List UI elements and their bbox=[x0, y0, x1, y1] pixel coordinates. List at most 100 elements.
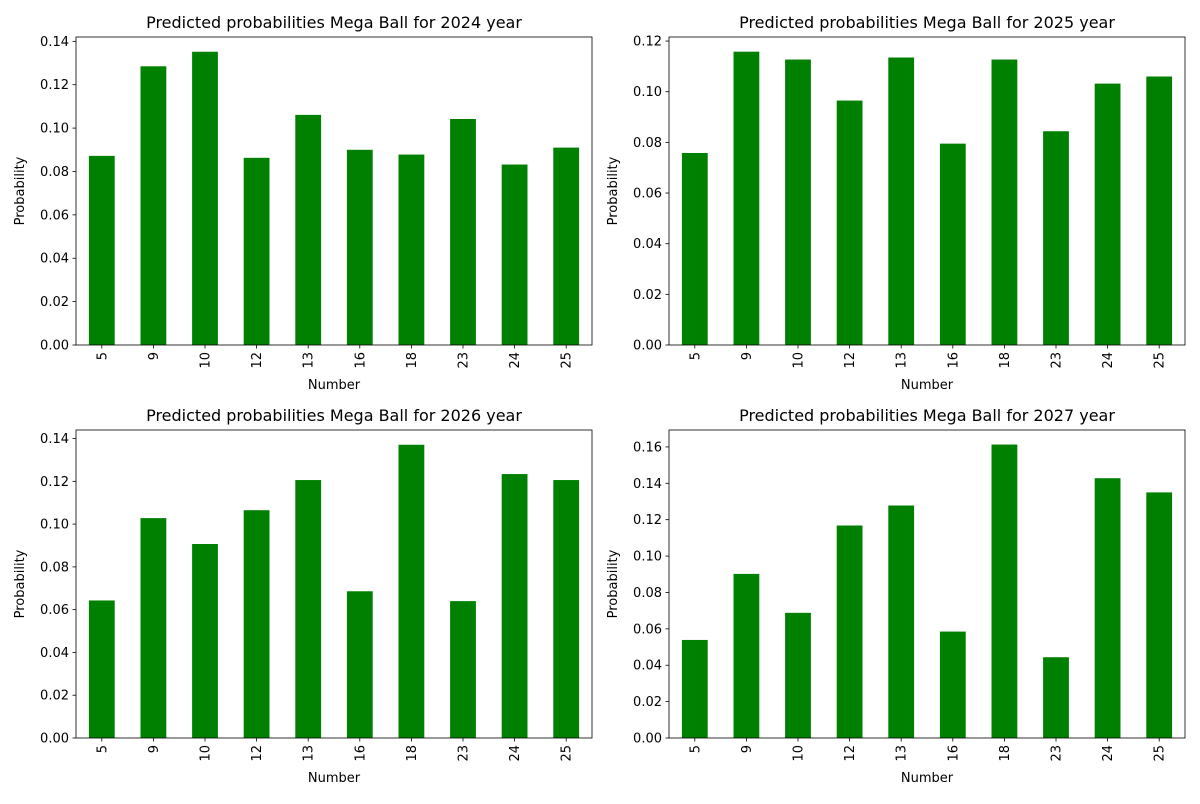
y-axis-label: Probability bbox=[606, 156, 621, 225]
x-axis-label: Number bbox=[308, 771, 361, 786]
y-tick-label: 0.14 bbox=[633, 477, 662, 492]
y-tick-label: 0.14 bbox=[40, 35, 69, 50]
bar bbox=[1094, 83, 1121, 346]
bar bbox=[450, 601, 476, 738]
x-tick-label: 24 bbox=[508, 745, 523, 762]
bar bbox=[785, 612, 811, 738]
x-tick-label: 5 bbox=[688, 352, 703, 360]
plot-frame bbox=[75, 429, 593, 739]
y-tick-label: 0.10 bbox=[633, 85, 662, 100]
bar bbox=[192, 544, 218, 738]
bar bbox=[991, 59, 1018, 346]
bar bbox=[243, 510, 270, 738]
y-tick-label: 0.10 bbox=[40, 122, 69, 137]
y-tick-label: 0.04 bbox=[633, 237, 662, 252]
chart-panel: 0.00 0.02 0.04 0.06 0.08 0.10 0.12 0.14 0.16 5 9 10… bbox=[606, 406, 1186, 786]
y-tick-label: 0.06 bbox=[633, 187, 662, 202]
x-axis-label: Number bbox=[901, 378, 954, 393]
x-tick-label: 10 bbox=[199, 352, 214, 369]
x-tick-label: 16 bbox=[946, 352, 961, 369]
y-tick-label: 0.00 bbox=[40, 732, 69, 747]
plot-frame bbox=[75, 36, 593, 346]
chart-title: Predicted probabilities Mega Ball for 20… bbox=[739, 13, 1115, 32]
bar bbox=[681, 639, 708, 738]
y-tick-label: 0.00 bbox=[633, 339, 662, 354]
x-tick-label: 23 bbox=[457, 745, 472, 762]
x-axis-label: Number bbox=[901, 771, 954, 786]
y-tick-label: 0.06 bbox=[40, 208, 69, 223]
x-tick-label: 13 bbox=[302, 745, 317, 762]
x-tick-label: 18 bbox=[405, 745, 420, 762]
x-tick-label: 25 bbox=[1153, 352, 1168, 369]
y-tick-label: 0.00 bbox=[633, 732, 662, 747]
bar bbox=[553, 147, 580, 345]
chart-title: Predicted probabilities Mega Ball for 20… bbox=[146, 406, 522, 425]
x-tick-label: 10 bbox=[199, 745, 214, 762]
x-tick-label: 18 bbox=[405, 352, 420, 369]
x-tick-label: 25 bbox=[560, 745, 575, 762]
y-tick-label: 0.14 bbox=[40, 432, 69, 447]
bar bbox=[836, 100, 863, 346]
x-tick-label: 24 bbox=[1101, 745, 1116, 762]
x-tick-label: 25 bbox=[560, 352, 575, 369]
x-tick-label: 12 bbox=[843, 745, 858, 762]
bar bbox=[501, 164, 528, 345]
bar bbox=[88, 600, 115, 738]
chart-panel: 0.00 0.02 0.04 0.06 0.08 0.10 0.12 5 9 10 12 13 16 18… bbox=[606, 13, 1186, 393]
x-tick-label: 9 bbox=[147, 745, 162, 753]
y-tick-label: 0.10 bbox=[40, 518, 69, 533]
x-tick-label: 18 bbox=[998, 352, 1013, 369]
y-tick-label: 0.12 bbox=[40, 78, 69, 93]
plot-frame bbox=[668, 36, 1186, 346]
bar bbox=[346, 149, 373, 345]
x-tick-label: 12 bbox=[250, 352, 265, 369]
y-tick-label: 0.04 bbox=[633, 659, 662, 674]
y-axis-label: Probability bbox=[13, 156, 28, 225]
y-tick-label: 0.02 bbox=[40, 689, 69, 704]
y-tick-label: 0.02 bbox=[40, 295, 69, 310]
chart-title: Predicted probabilities Mega Ball for 20… bbox=[739, 406, 1115, 425]
x-tick-label: 5 bbox=[95, 745, 110, 753]
y-tick-label: 0.10 bbox=[633, 550, 662, 565]
bar bbox=[398, 444, 425, 738]
x-tick-label: 5 bbox=[95, 352, 110, 360]
y-tick-label: 0.02 bbox=[633, 695, 662, 710]
x-tick-label: 24 bbox=[1101, 352, 1116, 369]
bar bbox=[991, 444, 1018, 738]
y-tick-label: 0.12 bbox=[40, 475, 69, 490]
x-tick-label: 13 bbox=[895, 352, 910, 369]
y-tick-label: 0.08 bbox=[633, 586, 662, 601]
x-tick-label: 12 bbox=[843, 352, 858, 369]
y-tick-label: 0.08 bbox=[40, 560, 69, 575]
chart-panel: 0.00 0.02 0.04 0.06 0.08 0.10 0.12 0.14 5 9 10 12 13… bbox=[13, 13, 593, 393]
bar bbox=[192, 51, 218, 345]
x-tick-label: 13 bbox=[895, 745, 910, 762]
x-tick-label: 9 bbox=[740, 745, 755, 753]
y-tick-label: 0.16 bbox=[633, 440, 662, 455]
bar bbox=[1146, 76, 1173, 346]
y-tick-label: 0.08 bbox=[633, 136, 662, 151]
bar bbox=[243, 157, 270, 345]
bar bbox=[681, 153, 708, 345]
bar bbox=[785, 59, 811, 346]
y-tick-label: 0.08 bbox=[40, 165, 69, 180]
x-tick-label: 13 bbox=[302, 352, 317, 369]
y-tick-label: 0.12 bbox=[633, 35, 662, 50]
x-tick-label: 10 bbox=[792, 745, 807, 762]
x-tick-label: 24 bbox=[508, 352, 523, 369]
x-axis-label: Number bbox=[308, 378, 361, 393]
chart-title: Predicted probabilities Mega Ball for 20… bbox=[146, 13, 522, 32]
bar bbox=[1043, 131, 1069, 345]
x-tick-label: 16 bbox=[353, 745, 368, 762]
x-tick-label: 23 bbox=[1050, 745, 1065, 762]
x-tick-label: 18 bbox=[998, 745, 1013, 762]
y-tick-label: 0.04 bbox=[40, 252, 69, 267]
y-tick-label: 0.06 bbox=[40, 603, 69, 618]
y-tick-label: 0.06 bbox=[633, 622, 662, 637]
bar bbox=[836, 525, 863, 738]
x-tick-label: 25 bbox=[1153, 745, 1168, 762]
bar bbox=[88, 155, 115, 345]
bar bbox=[140, 518, 167, 738]
